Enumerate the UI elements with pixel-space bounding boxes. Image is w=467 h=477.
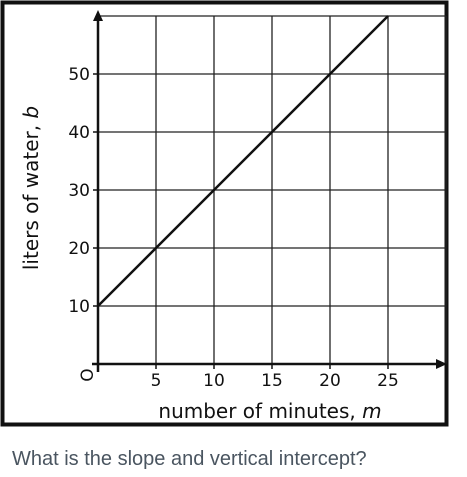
- x-tick-label: 10: [203, 371, 225, 391]
- x-tick-label: 25: [377, 371, 399, 391]
- y-tick-label: 50: [68, 65, 90, 85]
- x-tick-label: 20: [319, 371, 341, 391]
- x-axis-label: number of minutes, m: [158, 399, 381, 423]
- y-tick-label: 10: [68, 297, 90, 317]
- y-axis-label-text: liters of water,: [19, 119, 43, 271]
- y-tick-label: 40: [68, 123, 90, 143]
- series-line: [97, 15, 389, 307]
- x-axis-arrow: [436, 359, 447, 369]
- x-axis-label-text: number of minutes,: [158, 399, 362, 423]
- x-axis-variable: m: [362, 399, 381, 423]
- chart-outer-border: [0, 0, 449, 427]
- y-tick-label: 20: [68, 239, 90, 259]
- y-axis-variable: b: [19, 106, 43, 119]
- chart-frame: 5 10 15 20 25 10 20 30 40 50 O number of minutes,…: [0, 0, 449, 427]
- y-tick-label: 30: [68, 181, 90, 201]
- y-axis-arrow: [93, 10, 103, 21]
- origin-label: O: [78, 368, 98, 381]
- chart-axes: [92, 10, 447, 372]
- x-tick-label: 15: [261, 371, 283, 391]
- chart-series: [97, 15, 389, 307]
- question-text: What is the slope and vertical intercept…: [12, 448, 367, 470]
- x-tick-label: 5: [151, 371, 162, 391]
- chart-tick-labels: 5 10 15 20 25 10 20 30 40 50: [68, 65, 398, 391]
- y-axis-label: liters of water, b: [19, 106, 43, 270]
